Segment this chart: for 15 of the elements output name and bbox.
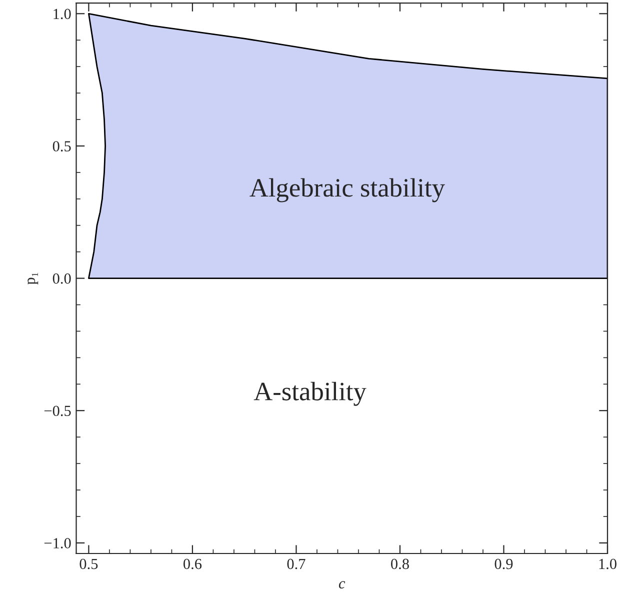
y-tick-label: 0.5 — [52, 141, 71, 152]
y-tick-label: −1.0 — [44, 538, 71, 548]
x-tick-label: 0.8 — [391, 558, 409, 570]
annotation: A-stability — [254, 382, 366, 406]
y-tick-label: 0.0 — [52, 273, 71, 284]
x-axis-title: c — [338, 581, 346, 589]
x-tick-label: 0.9 — [494, 558, 513, 570]
y-tick-label: −0.5 — [44, 406, 71, 416]
x-tick-label: 0.7 — [287, 558, 306, 570]
annotation: Algebraic stability — [250, 178, 445, 202]
x-tick-label: 0.6 — [183, 558, 202, 570]
x-tick-label: 0.5 — [80, 558, 98, 570]
y-axis-title: p₁ — [28, 272, 38, 285]
y-tick-label: 1.0 — [54, 8, 71, 20]
x-tick-label: 1.0 — [599, 558, 616, 570]
